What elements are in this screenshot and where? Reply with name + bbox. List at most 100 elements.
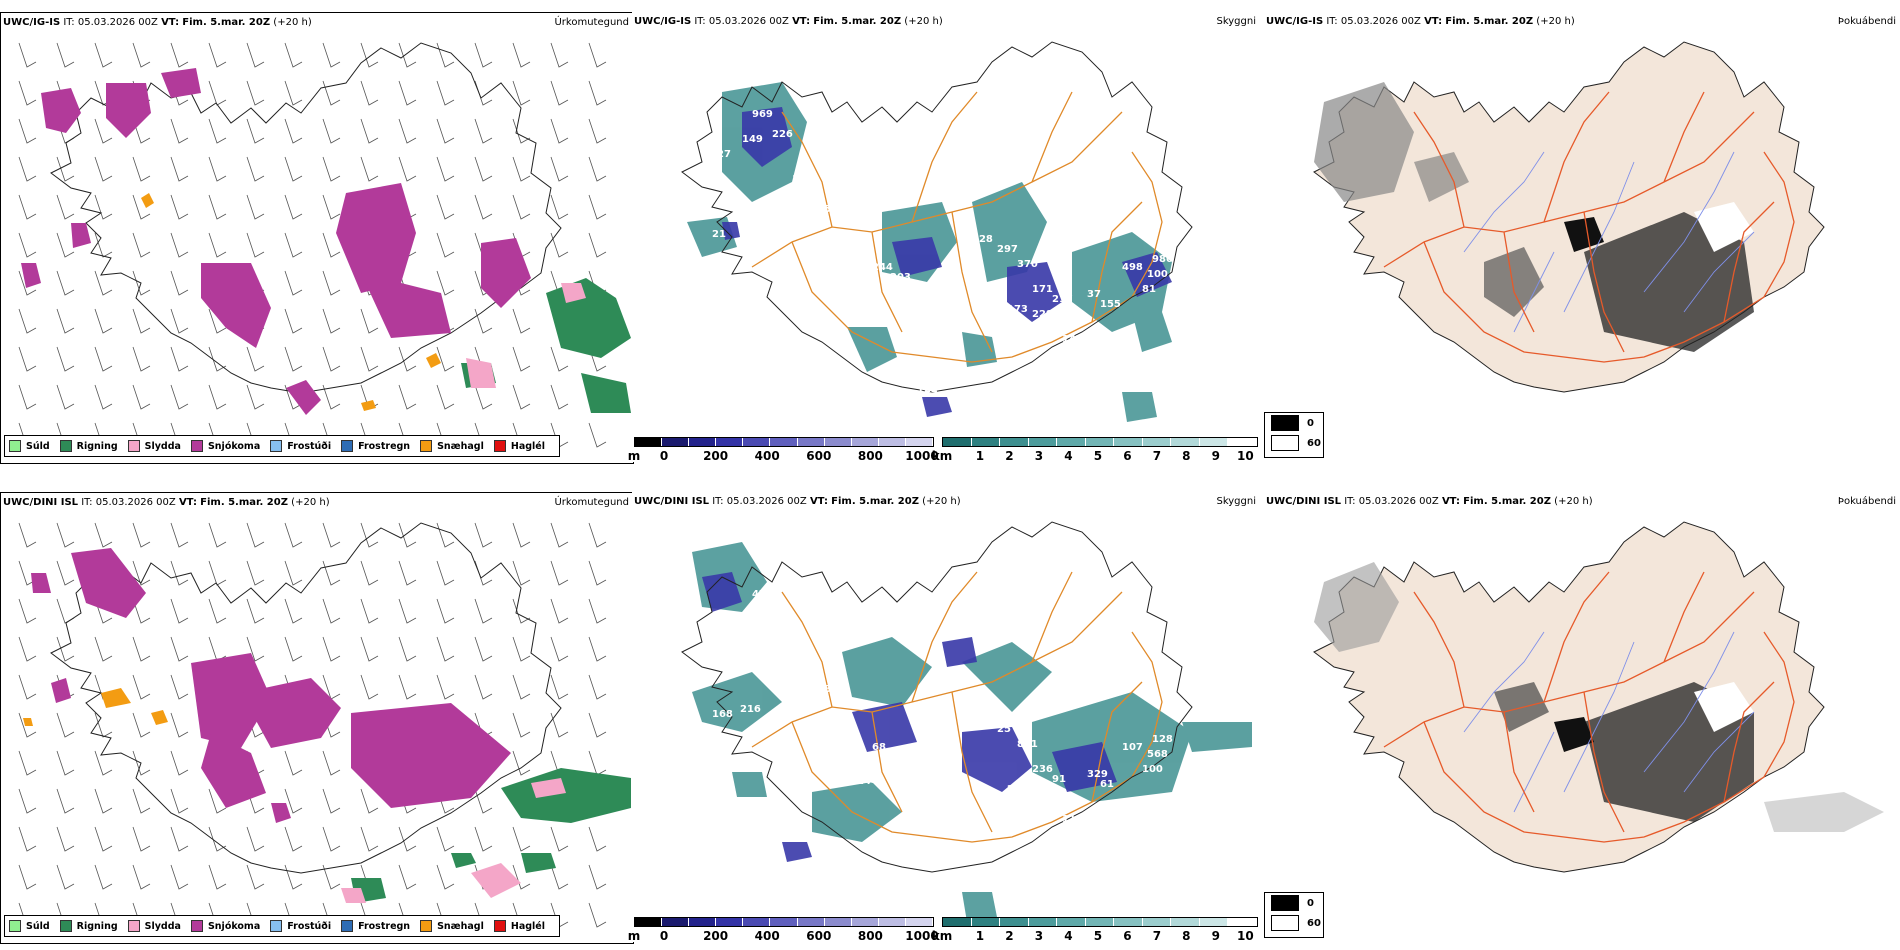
visibility-value-label: 15 bbox=[817, 204, 831, 215]
colorbar-segment bbox=[662, 438, 690, 446]
wind-barb bbox=[398, 560, 417, 586]
fog-legend-swatch bbox=[1271, 415, 1299, 431]
colorbar-segment bbox=[878, 918, 906, 926]
wind-barb bbox=[208, 308, 227, 334]
wind-barb bbox=[512, 598, 531, 624]
wind-barb bbox=[322, 194, 341, 220]
wind-barb bbox=[246, 42, 265, 68]
wind-barb bbox=[322, 750, 341, 776]
visibility-value-label: 250 bbox=[1007, 784, 1028, 795]
wind-barb bbox=[360, 560, 379, 586]
visibility-value-label: 568 bbox=[1147, 749, 1168, 760]
wind-barb bbox=[18, 864, 37, 890]
fog-map-canvas bbox=[1313, 41, 1825, 393]
colorbar-tick-label: 4 bbox=[1064, 449, 1073, 463]
legend-swatch bbox=[341, 440, 354, 452]
it-label: IT: bbox=[1344, 496, 1356, 507]
wind-barb bbox=[360, 118, 379, 144]
wind-barb bbox=[398, 598, 417, 624]
precip-type-legend: Súld Rigning Slydda Snjókoma Frostúði Frostre… bbox=[4, 435, 560, 457]
visibility-value-labels: 470 238 92 43 38 10 13 383 216 168 12 68 95 100 244 25 8… bbox=[712, 584, 1173, 870]
rain-area bbox=[351, 768, 631, 903]
lead-time: (+20 h) bbox=[904, 16, 943, 27]
legend-swatch bbox=[270, 920, 283, 932]
panel-title-precip: Úrkomutegund bbox=[554, 17, 629, 28]
colorbar-segment bbox=[1000, 918, 1029, 926]
visibility-value-label: 37 bbox=[1087, 289, 1101, 300]
colorbar-segment bbox=[1085, 438, 1115, 446]
wind-barb bbox=[170, 750, 189, 776]
wind-barb bbox=[170, 712, 189, 738]
wind-barb bbox=[588, 712, 607, 738]
wind-barb bbox=[208, 522, 227, 548]
colorbar-tick-label: 8 bbox=[1182, 929, 1191, 943]
ice-pellet-area bbox=[23, 688, 168, 726]
wind-barb bbox=[208, 560, 227, 586]
wind-barb bbox=[94, 118, 113, 144]
wind-barb bbox=[322, 270, 341, 296]
legend-item: Súld bbox=[9, 920, 50, 932]
colorbar-strip bbox=[634, 917, 934, 927]
visibility-value-label: 707 bbox=[802, 104, 823, 115]
visibility-value-label: 323 bbox=[1032, 329, 1053, 340]
visibility-value-label: 228 bbox=[1032, 309, 1053, 320]
visibility-map-canvas: 470 238 92 43 38 10 13 383 216 168 12 68 95 100 244 25 8… bbox=[681, 521, 1252, 922]
wind-barb bbox=[170, 308, 189, 334]
vt-value: Fim. 5.mar. 20Z bbox=[813, 16, 902, 27]
wind-barb bbox=[512, 826, 531, 852]
wind-barb bbox=[132, 750, 151, 776]
wind-barb bbox=[94, 788, 113, 814]
colorbar-segment bbox=[1171, 438, 1200, 446]
vt-value: Fim. 5.mar. 20Z bbox=[182, 17, 271, 28]
visibility-value-label: 244 bbox=[857, 776, 878, 787]
vt-label: VT: bbox=[1441, 496, 1460, 507]
visibility-value-label: 10 bbox=[772, 674, 786, 685]
wind-barb bbox=[94, 270, 113, 296]
legend-swatch bbox=[341, 920, 354, 932]
iceland-outline bbox=[681, 41, 1193, 393]
colorbar-segment bbox=[1057, 918, 1086, 926]
wind-barb bbox=[284, 560, 303, 586]
colorbar-segment bbox=[716, 918, 744, 926]
fog-index-legend: 0 60 bbox=[1264, 892, 1324, 938]
wind-barb bbox=[246, 636, 265, 662]
visibility-value-label: 149 bbox=[742, 134, 763, 145]
wind-barb bbox=[322, 788, 341, 814]
visibility-value-label: 236 bbox=[1032, 764, 1053, 775]
colorbar-segment bbox=[635, 438, 663, 446]
wind-barb bbox=[132, 864, 151, 890]
wind-barb bbox=[284, 156, 303, 182]
wind-barb bbox=[170, 270, 189, 296]
visibility-value-label: 91 bbox=[1052, 774, 1066, 785]
wind-barb bbox=[56, 270, 75, 296]
wind-barb bbox=[512, 194, 531, 220]
wind-barb bbox=[284, 864, 303, 890]
visibility-value-label: 27 bbox=[717, 149, 731, 160]
legend-swatch bbox=[59, 920, 72, 932]
visibility-value-label: 370 bbox=[1017, 259, 1038, 270]
visibility-value-label: 118 bbox=[1052, 799, 1073, 810]
wind-barb bbox=[170, 788, 189, 814]
wind-barb bbox=[170, 864, 189, 890]
iceland-outline bbox=[681, 521, 1193, 873]
wind-barb bbox=[436, 156, 455, 182]
panel-title-cloud: Skyggni bbox=[1216, 496, 1256, 507]
lead-time: (+20 h) bbox=[291, 497, 330, 508]
wind-barb bbox=[588, 156, 607, 182]
legend-swatch bbox=[190, 440, 203, 452]
wind-barb bbox=[322, 384, 341, 410]
wind-barb bbox=[436, 598, 455, 624]
wind-barb bbox=[208, 118, 227, 144]
precip-type-map-row2: UWC/DINI ISL IT: 05.03.2026 00Z VT: Fim.… bbox=[0, 492, 634, 944]
visibility-value-label: 13 bbox=[792, 654, 806, 665]
wind-barb bbox=[398, 522, 417, 548]
wind-barb bbox=[246, 80, 265, 106]
colorbar-unit: m bbox=[627, 929, 641, 943]
legend-item: Rigning bbox=[59, 920, 118, 932]
wind-barb bbox=[284, 270, 303, 296]
wind-barb bbox=[284, 232, 303, 258]
colorbar-tick-label: 10 bbox=[1237, 929, 1254, 943]
visibility-value-label: 128 bbox=[972, 234, 993, 245]
iceland-outline bbox=[50, 42, 562, 394]
wind-barb bbox=[246, 156, 265, 182]
